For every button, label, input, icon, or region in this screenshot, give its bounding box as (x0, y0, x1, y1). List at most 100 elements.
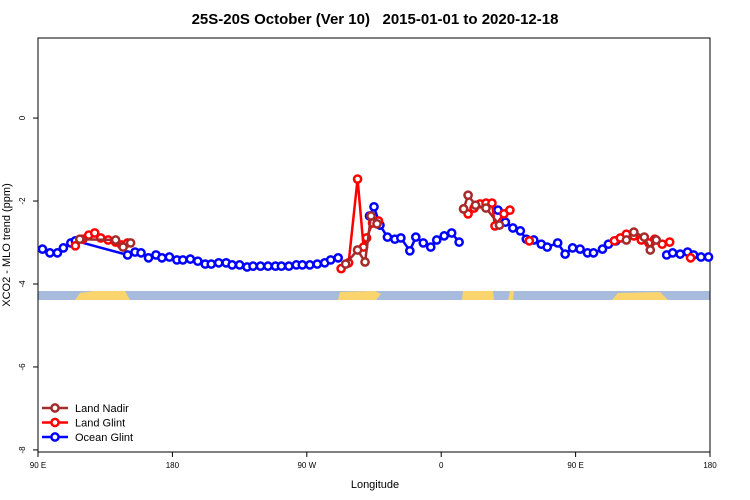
data-point (227, 260, 237, 270)
data-point (446, 228, 457, 238)
legend-marker (50, 417, 60, 428)
data-point (703, 252, 714, 262)
data-point (597, 244, 608, 254)
data-point (213, 257, 224, 268)
data-point (560, 249, 570, 259)
data-point (425, 242, 436, 252)
data-point (508, 223, 518, 233)
legend-marker (50, 403, 60, 413)
data-point (481, 203, 491, 213)
data-point (178, 255, 188, 265)
data-point (366, 211, 376, 221)
land-patch (612, 292, 668, 300)
data-point (575, 244, 585, 254)
data-point (340, 259, 351, 269)
data-point (696, 252, 706, 262)
data-point (667, 248, 678, 258)
data-point (185, 254, 196, 264)
x-axis-label: Longitude (351, 479, 399, 491)
data-point (263, 261, 273, 272)
land-patch (508, 291, 514, 300)
data-point (542, 242, 553, 252)
data-point (37, 244, 48, 254)
data-point (192, 256, 203, 267)
x-tick-label: 90 E (30, 461, 46, 470)
data-point (352, 174, 363, 184)
data-point (494, 220, 505, 230)
legend-label: Land Glint (75, 418, 125, 430)
land-ocean-strip (38, 291, 710, 300)
land-patch (75, 291, 130, 300)
data-point (312, 259, 323, 269)
y-tick-label: -6 (18, 363, 27, 371)
data-point (284, 261, 294, 272)
data-point (463, 190, 473, 201)
data-point (372, 218, 382, 229)
data-point (382, 232, 393, 242)
data-point (143, 253, 154, 263)
data-point (125, 238, 136, 248)
data-point (515, 226, 526, 236)
data-point (651, 235, 662, 245)
data-point (552, 238, 563, 248)
land-patch (338, 291, 381, 300)
data-point (439, 231, 450, 241)
data-point (206, 259, 217, 269)
x-tick-label: 90 E (567, 461, 583, 470)
data-point (70, 240, 81, 251)
data-point (458, 204, 469, 214)
y-tick-label: 0 (18, 115, 27, 120)
data-point (164, 252, 175, 262)
land-patch (462, 291, 494, 300)
data-point (45, 248, 55, 258)
data-point (89, 228, 100, 238)
y-tick-label: -8 (18, 446, 27, 454)
data-point (333, 253, 344, 263)
data-point (234, 260, 245, 270)
data-point (369, 201, 379, 212)
data-point (74, 234, 85, 245)
chart-title: 25S-20S October (Ver 10) 2015-01-01 to 2… (192, 11, 559, 28)
legend-label: Land Nadir (75, 403, 129, 415)
data-point (248, 261, 258, 272)
data-point (664, 237, 675, 247)
data-point (297, 260, 308, 270)
data-point (410, 232, 421, 242)
x-tick-label: 180 (166, 461, 180, 470)
data-point (621, 235, 632, 245)
y-tick-label: -2 (18, 197, 27, 205)
legend-label: Ocean Glint (75, 432, 133, 444)
x-tick-label: 90 W (297, 461, 316, 470)
legend-marker (50, 432, 60, 442)
data-point (404, 245, 415, 256)
data-point (470, 200, 481, 211)
data-point (675, 249, 685, 259)
data-point (118, 242, 128, 252)
data-point (325, 255, 336, 265)
y-axis-label: XCO2 - MLO trend (ppm) (1, 183, 13, 306)
data-point (431, 235, 442, 245)
data-point (505, 205, 515, 216)
x-tick-label: 0 (439, 461, 444, 470)
data-point (454, 237, 464, 247)
data-point (418, 238, 429, 248)
data-point (360, 257, 370, 267)
data-point (396, 233, 406, 243)
data-point (588, 248, 599, 258)
data-point (136, 248, 146, 258)
data-point (255, 261, 266, 272)
data-point (524, 236, 535, 246)
data-point (645, 245, 656, 255)
x-tick-label: 180 (703, 461, 717, 470)
data-point (352, 245, 363, 255)
data-point (628, 227, 639, 237)
data-point (567, 243, 578, 253)
data-point (110, 235, 121, 245)
data-point (639, 232, 650, 242)
data-point (52, 248, 63, 258)
data-point (58, 243, 69, 253)
data-point (122, 250, 133, 260)
data-point (304, 260, 315, 270)
data-point (685, 253, 696, 263)
